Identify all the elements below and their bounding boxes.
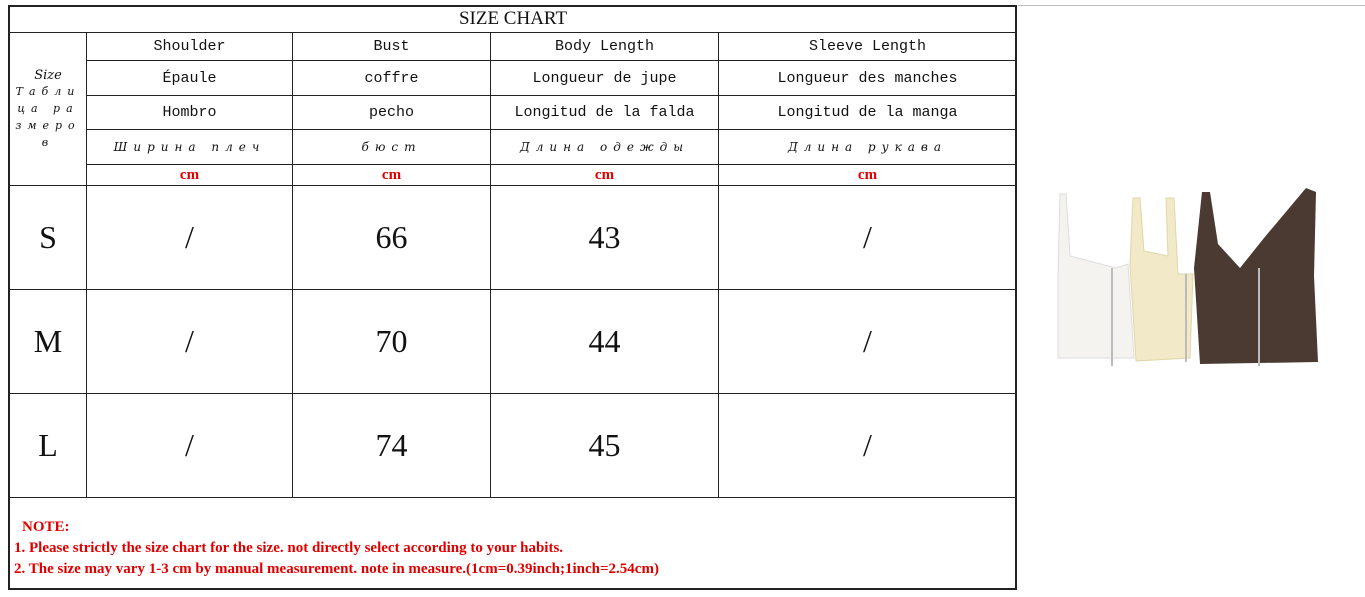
column-header-fr: Longueur des manches [719,61,1017,96]
size-cell: S [10,186,87,290]
value-cell: / [87,290,293,394]
column-header-fr: Épaule [87,61,293,96]
size-label-ru: Таблица размеров [15,84,81,149]
value-cell: / [719,290,1017,394]
chart-title: SIZE CHART [10,5,1017,33]
column-header-en: Bust [293,33,491,61]
note-line: 2. The size may vary 1-3 cm by manual me… [14,561,659,577]
size-cell: M [10,290,87,394]
note-heading: NOTE: [22,519,70,535]
value-cell: 74 [293,394,491,498]
note-line: 1. Please strictly the size chart for th… [14,540,564,556]
column-header-en: Shoulder [87,33,293,61]
value-cell: / [87,394,293,498]
product-image [1018,5,1365,592]
column-header-es: Longitud de la falda [491,96,719,130]
size-label-en: Size [34,67,62,83]
size-cell: L [10,394,87,498]
value-cell: / [719,394,1017,498]
value-cell: / [719,186,1017,290]
column-header-unit: cm [87,165,293,186]
column-header-es: Longitud de la manga [719,96,1017,130]
note: NOTE: 1. Please strictly the size chart f… [14,517,659,580]
size-label-cell: Size Таблица размеров [10,33,87,186]
value-cell: 70 [293,290,491,394]
value-cell: / [87,186,293,290]
column-header-es: Hombro [87,96,293,130]
column-header-ru: Длина одежды [491,130,719,165]
column-header-unit: cm [719,165,1017,186]
value-cell: 66 [293,186,491,290]
column-header-unit: cm [293,165,491,186]
size-chart-table: SIZE CHART Size Таблица размеров Shoulder Ép… [8,5,1017,590]
column-header-fr: coffre [293,61,491,96]
column-header-ru: Длина рукава [719,130,1017,165]
column-header-unit: cm [491,165,719,186]
cream-top [1129,197,1194,362]
column-header-es: pecho [293,96,491,130]
brown-top [1111,188,1318,366]
column-header-en: Sleeve Length [719,33,1017,61]
column-header-ru: бюст [293,130,491,165]
column-header-en: Body Length [491,33,719,61]
column-header-ru: Ширина плеч [87,130,293,165]
value-cell: 45 [491,394,719,498]
value-cell: 43 [491,186,719,290]
value-cell: 44 [491,290,719,394]
white-top [1057,193,1135,359]
column-header-fr: Longueur de jupe [491,61,719,96]
